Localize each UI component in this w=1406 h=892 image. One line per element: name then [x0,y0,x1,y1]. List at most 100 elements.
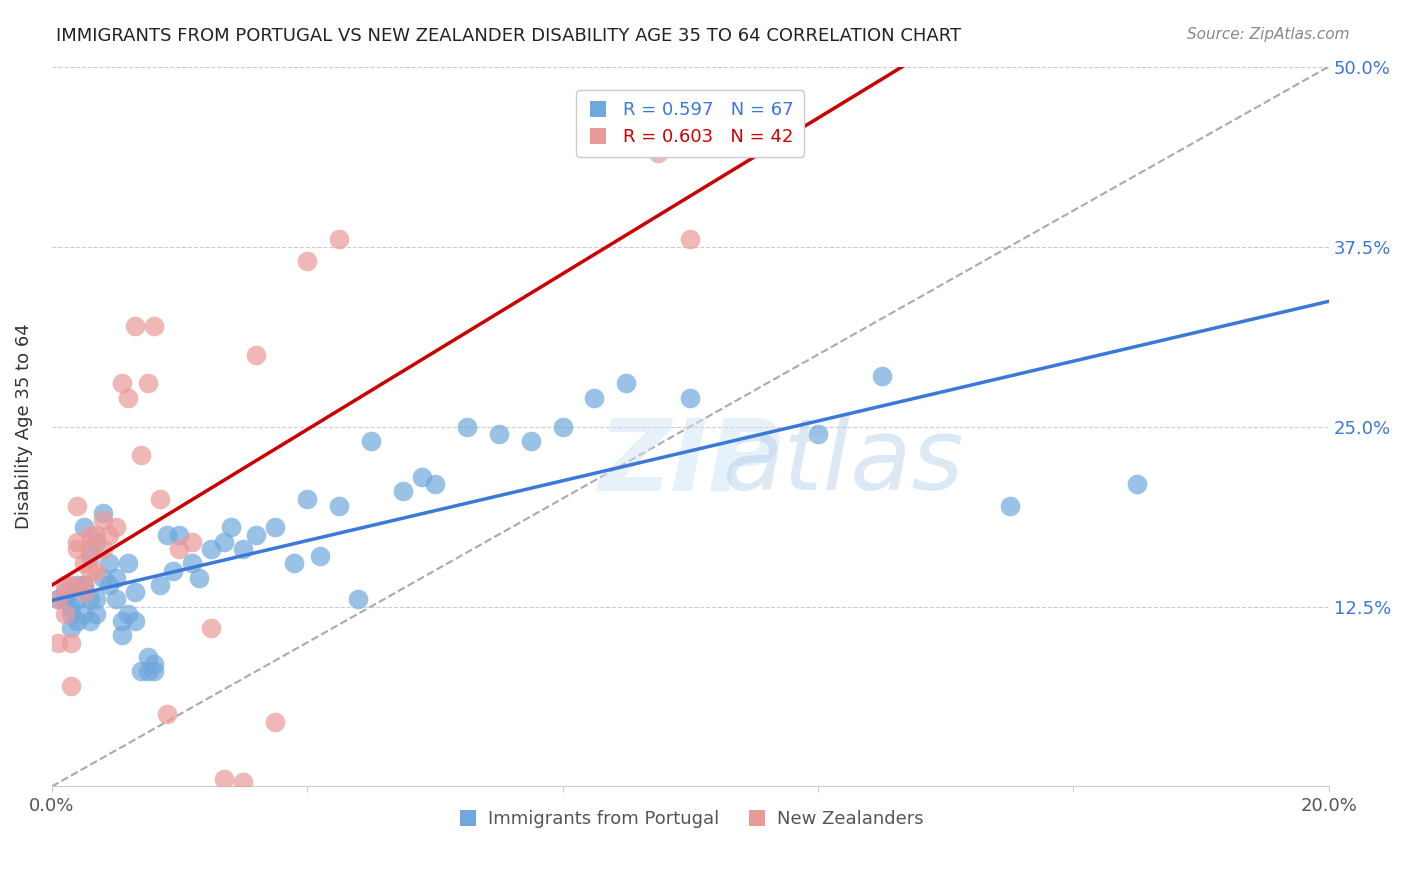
Point [775,103,797,117]
Point [53,607,76,621]
Point [245,527,267,541]
Point [295,491,318,506]
Point [79,527,101,541]
Point [79,592,101,607]
Point [200,621,222,635]
Point [46,592,69,607]
Point [111,376,134,391]
Point [219,520,242,534]
Point [616,376,638,391]
Point [53,578,76,592]
Point [181,534,204,549]
Point [86,592,108,607]
Point [456,419,478,434]
Point [807,426,830,441]
Point [98,527,121,541]
Point [66,541,89,556]
Point [59,578,82,592]
Legend: Immigrants from Portugal, New Zealanders: Immigrants from Portugal, New Zealanders [450,803,931,835]
Point [295,254,318,268]
Y-axis label: Disability Age 35 to 64: Disability Age 35 to 64 [15,324,32,530]
Point [59,635,82,649]
Point [124,318,146,333]
Point [91,506,114,520]
Point [117,391,139,405]
Point [283,557,305,571]
Point [91,541,114,556]
Point [551,419,574,434]
Point [136,376,159,391]
Point [162,564,184,578]
Point [142,665,165,679]
Point [200,541,222,556]
Point [411,470,433,484]
Point [142,318,165,333]
Point [328,499,350,513]
Point [1126,477,1149,491]
Point [136,649,159,664]
Point [309,549,332,563]
Point [104,520,127,534]
Point [264,520,287,534]
Point [181,557,204,571]
Point [73,578,96,592]
Point [73,578,96,592]
Point [347,592,370,607]
Point [59,607,82,621]
Point [73,585,96,599]
Point [212,534,235,549]
Point [129,448,152,462]
Point [59,621,82,635]
Point [264,714,287,729]
Text: IMMIGRANTS FROM PORTUGAL VS NEW ZEALANDER DISABILITY AGE 35 TO 64 CORRELATION CH: IMMIGRANTS FROM PORTUGAL VS NEW ZEALANDE… [56,27,962,45]
Point [679,391,702,405]
Point [66,578,89,592]
Point [124,585,146,599]
Point [136,665,159,679]
Point [46,592,69,607]
Point [86,527,108,541]
Point [117,607,139,621]
Point [73,607,96,621]
Point [73,557,96,571]
Point [423,477,446,491]
Text: atlas: atlas [723,414,965,511]
Point [232,541,254,556]
Point [86,534,108,549]
Point [104,571,127,585]
Point [98,578,121,592]
Point [156,707,179,722]
Point [79,614,101,628]
Point [86,607,108,621]
Point [59,679,82,693]
Point [647,146,669,161]
Point [679,232,702,246]
Point [169,541,191,556]
Text: ZIP: ZIP [599,414,782,511]
Point [519,434,541,448]
Point [91,513,114,527]
Point [392,484,415,499]
Point [66,534,89,549]
Point [232,775,254,789]
Point [53,592,76,607]
Point [66,499,89,513]
Point [212,772,235,787]
Point [156,527,179,541]
Point [124,614,146,628]
Point [86,564,108,578]
Point [91,571,114,585]
Point [360,434,382,448]
Point [73,520,96,534]
Point [187,571,209,585]
Point [998,499,1021,513]
Point [59,599,82,614]
Point [79,541,101,556]
Point [169,527,191,541]
Point [870,369,893,384]
Point [149,491,172,506]
Point [79,564,101,578]
Point [129,665,152,679]
Point [53,585,76,599]
Point [488,426,510,441]
